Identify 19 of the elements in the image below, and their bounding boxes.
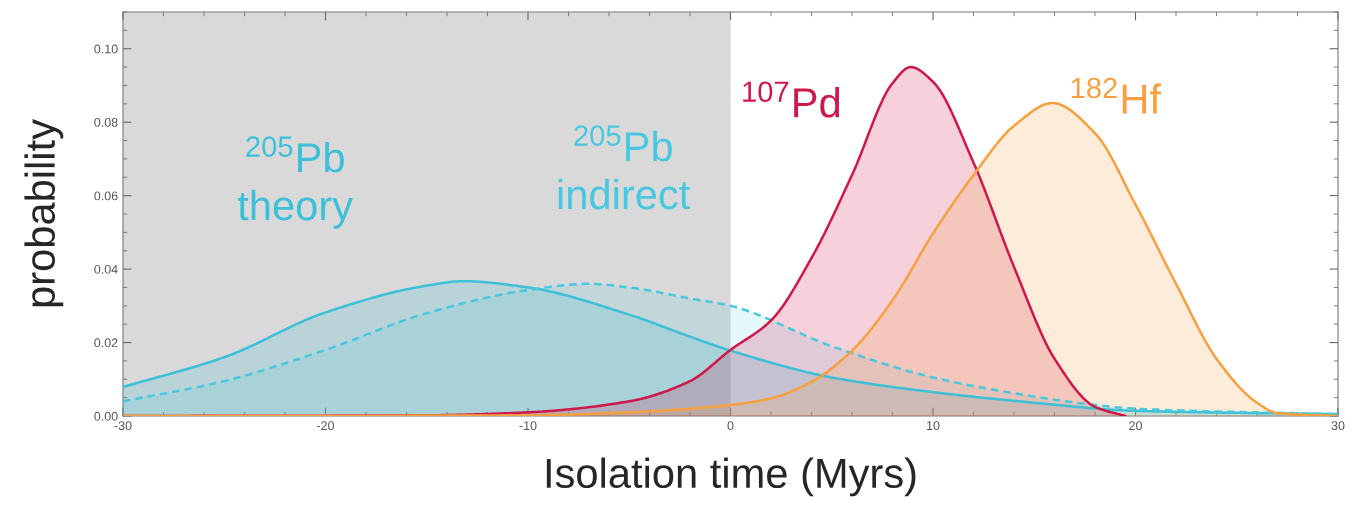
x-axis-title: Isolation time (Myrs) [546,457,916,497]
y-tick-label: 0.02 [94,338,118,348]
series-label: $^{205}$Pb indirect [558,125,691,210]
x-tick-label: -20 [317,421,335,431]
y-tick-label: 0.00 [94,411,118,421]
x-tick-label: 20 [1129,421,1142,431]
y-tick-label: 0.10 [94,44,118,54]
y-tick-label: 0.04 [94,264,118,274]
y-axis-title: probability [24,119,64,307]
series-label: $^{205}$Pb theory [237,136,353,229]
x-tick-label: 30 [1331,421,1345,431]
y-tick-label: 0.06 [94,191,118,201]
x-tick-label: -10 [519,421,537,431]
y-tick-label: 0.08 [94,117,118,127]
series-label: $^{107}$Pd [743,81,840,118]
series-label: $^{182}$Hf [1071,77,1162,114]
x-tick-label: 0 [727,421,734,431]
x-tick-label: -30 [114,421,132,431]
x-tick-label: 10 [927,421,940,431]
